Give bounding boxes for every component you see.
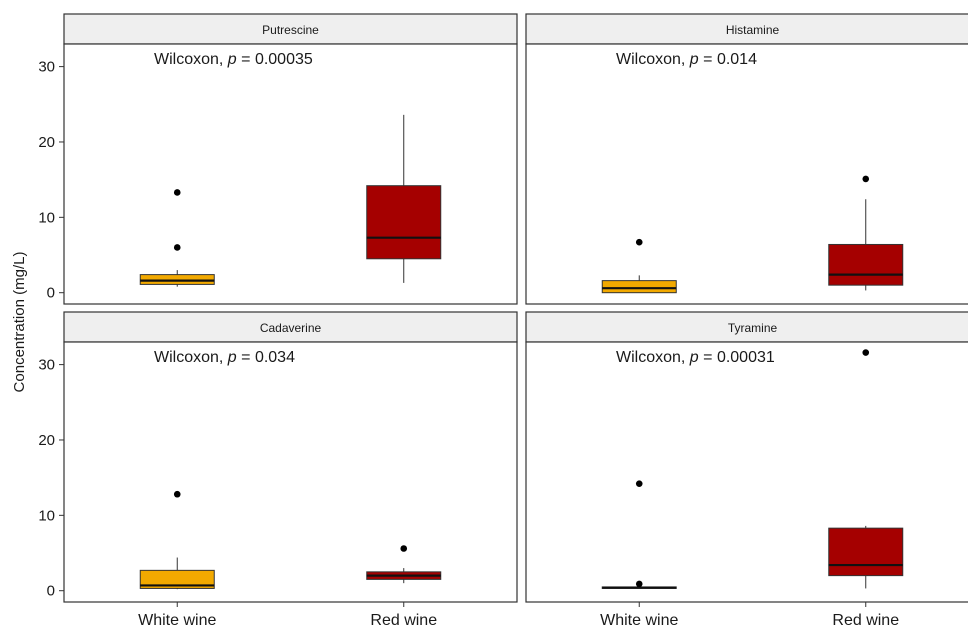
box-white-wine xyxy=(601,480,677,589)
panel-plot-area xyxy=(63,43,518,305)
y-axis-label: Concentration (mg/L) xyxy=(11,252,28,393)
wilcoxon-annotation: Wilcoxon, p = 0.00035 xyxy=(154,51,313,68)
p-symbol: p xyxy=(227,51,237,68)
panel-title: Tyramine xyxy=(728,321,778,335)
x-tick-label: White wine xyxy=(138,612,216,629)
panel-plot-area xyxy=(63,341,518,603)
box-iqr xyxy=(139,274,215,285)
outlier-point xyxy=(635,480,643,487)
y-tick-label: 0 xyxy=(47,285,55,302)
box-iqr xyxy=(828,527,904,577)
box-iqr xyxy=(366,185,442,260)
wilcoxon-annotation: Wilcoxon, p = 0.034 xyxy=(154,349,295,366)
box-iqr xyxy=(828,243,904,286)
p-value: = 0.00035 xyxy=(237,51,313,68)
y-tick-label: 10 xyxy=(38,507,55,524)
p-symbol: p xyxy=(689,349,699,366)
box-red-wine xyxy=(828,349,904,589)
panel-tyramine: Tyramine White wine Red wine Wilcoxon, p = … xyxy=(525,311,968,629)
p-value: = 0.014 xyxy=(699,51,757,68)
outlier-point xyxy=(400,545,408,552)
wilcoxon-annotation: Wilcoxon, p = 0.014 xyxy=(616,51,757,68)
panel-title: Cadaverine xyxy=(260,321,322,335)
panel-title: Histamine xyxy=(726,23,780,37)
y-tick-label: 10 xyxy=(38,209,55,226)
box-white-wine xyxy=(139,490,215,590)
panel-strip xyxy=(63,311,518,343)
x-tick-label: White wine xyxy=(600,612,678,629)
outlier-point xyxy=(635,238,643,246)
outlier-point xyxy=(173,244,181,251)
box-iqr xyxy=(601,280,677,294)
p-symbol: p xyxy=(227,349,237,366)
y-tick-label: 30 xyxy=(38,59,55,76)
wilcoxon-label: Wilcoxon, xyxy=(154,349,228,366)
panel-strip xyxy=(525,311,968,343)
wilcoxon-annotation: Wilcoxon, p = 0.00031 xyxy=(616,349,775,366)
outlier-point xyxy=(862,349,870,356)
p-value: = 0.00031 xyxy=(699,349,775,366)
box-red-wine xyxy=(366,545,442,584)
y-tick-label: 0 xyxy=(47,583,55,600)
y-tick-label: 30 xyxy=(38,357,55,374)
panel-cadaverine: Cadaverine 0 10 20 30 White wine Red wine Wilco… xyxy=(38,311,518,629)
box-iqr xyxy=(139,569,215,589)
x-tick-label: Red wine xyxy=(370,612,437,629)
panel-histamine: Histamine Wilcoxon, p = 0.014 xyxy=(525,13,968,305)
panel-strip xyxy=(525,13,968,45)
panel-putrescine: Putrescine 0 10 20 30 Wilcoxon, p = 0.00035 xyxy=(38,13,518,305)
wilcoxon-label: Wilcoxon, xyxy=(154,51,228,68)
panel-title: Putrescine xyxy=(262,23,319,37)
box-red-wine xyxy=(828,175,904,291)
box-red-wine xyxy=(366,114,442,283)
y-tick-label: 20 xyxy=(38,432,55,449)
y-tick-label: 20 xyxy=(38,134,55,151)
outlier-point xyxy=(862,175,870,183)
panel-strip xyxy=(63,13,518,45)
outlier-point xyxy=(173,490,181,498)
x-tick-label: Red wine xyxy=(832,612,899,629)
outlier-point xyxy=(635,580,643,588)
p-value: = 0.034 xyxy=(237,349,295,366)
wilcoxon-label: Wilcoxon, xyxy=(616,349,690,366)
p-symbol: p xyxy=(689,51,699,68)
outlier-point xyxy=(173,189,181,196)
wilcoxon-label: Wilcoxon, xyxy=(616,51,690,68)
box-white-wine xyxy=(139,189,215,287)
box-white-wine xyxy=(601,238,677,294)
